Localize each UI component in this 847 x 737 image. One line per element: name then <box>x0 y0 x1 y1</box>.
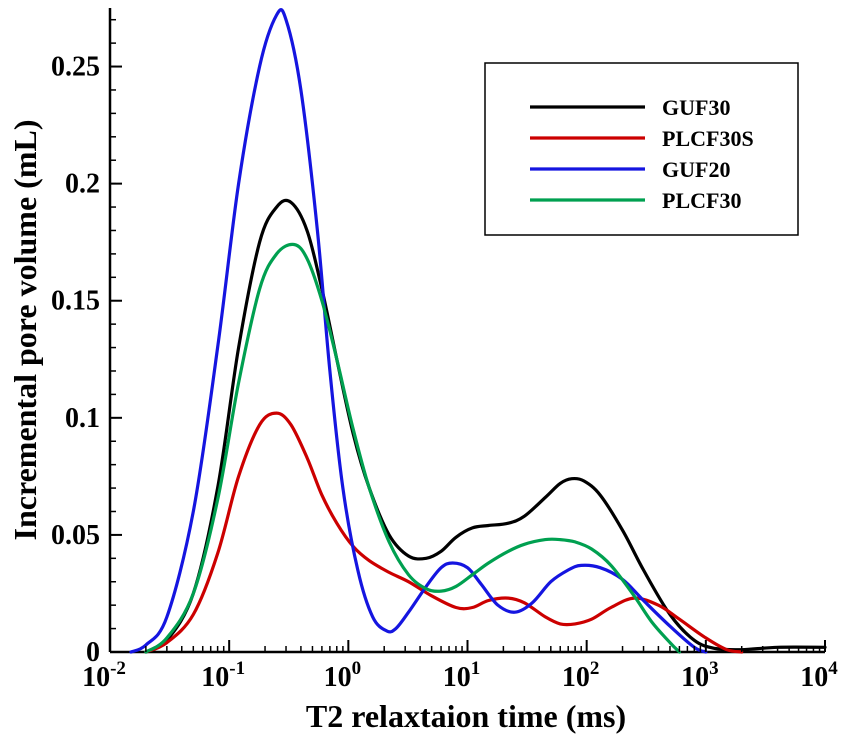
x-tick-label: 10-1 <box>201 658 245 693</box>
legend: GUF30 PLCF30S GUF20 PLCF30 <box>484 62 799 236</box>
x-tick-label: 102 <box>562 658 600 693</box>
y-tick-label: 0.2 <box>65 169 100 200</box>
legend-label: GUF20 <box>662 157 730 182</box>
legend-box <box>484 62 799 236</box>
series-group <box>129 8 827 654</box>
legend-label: PLCF30S <box>662 126 754 151</box>
y-axis-ticks: 0 0.05 0.1 0.15 0.2 0.25 <box>51 18 122 668</box>
series-line-plcf30 <box>144 242 681 654</box>
legend-label: PLCF30 <box>662 188 741 213</box>
y-tick-label: 0 <box>86 637 100 668</box>
y-tick-label: 0.05 <box>51 520 100 551</box>
series-line-guf30 <box>144 198 827 654</box>
legend-items: GUF30 PLCF30S GUF20 PLCF30 <box>530 95 754 213</box>
series-line-plcf30s <box>144 411 744 654</box>
y-tick-label: 0.1 <box>65 403 100 434</box>
x-tick-label: 104 <box>800 658 838 693</box>
y-tick-label: 0.25 <box>51 52 100 83</box>
x-tick-label: 101 <box>443 658 481 693</box>
y-tick-label: 0.15 <box>51 286 100 317</box>
x-axis-ticks: 10-2 10-1 100 101 102 103 104 <box>82 640 838 693</box>
x-tick-label: 10-2 <box>82 658 126 693</box>
y-axis-label: Incremental pore volume (mL) <box>7 120 43 541</box>
legend-label: GUF30 <box>662 95 730 120</box>
x-tick-label: 103 <box>681 658 719 693</box>
series-line-guf20 <box>129 8 708 654</box>
x-axis-label: T2 relaxtaion time (ms) <box>306 698 626 734</box>
x-tick-label: 100 <box>324 658 362 693</box>
